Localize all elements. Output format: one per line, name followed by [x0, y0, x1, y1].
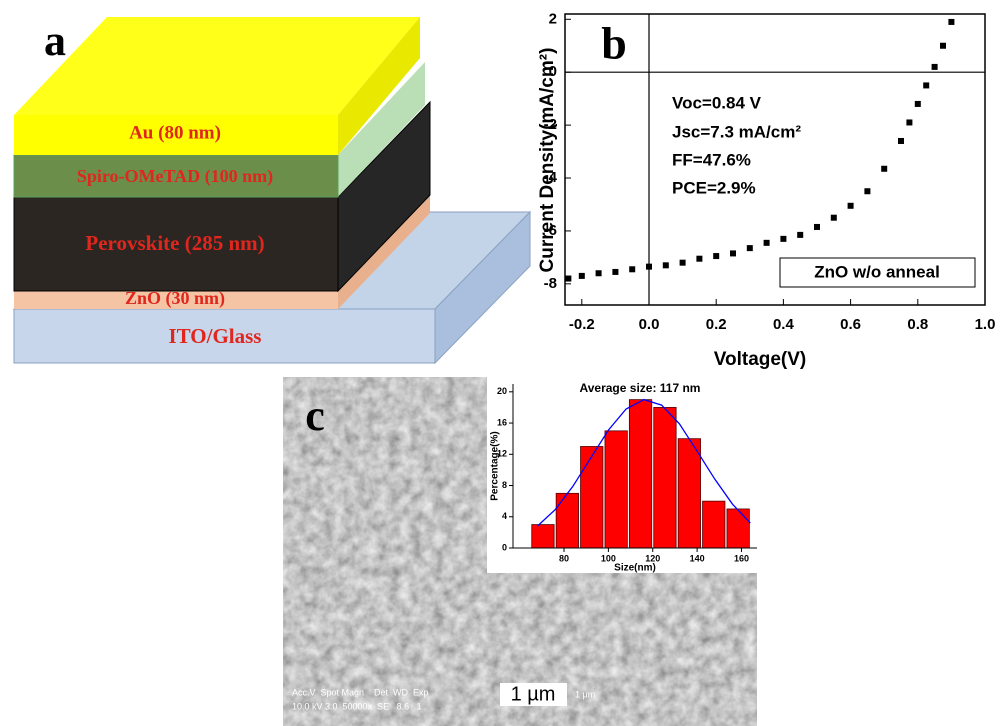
y-tick-label: 8 [502, 480, 507, 490]
layer-label: Spiro-OMeTAD (100 nm) [77, 166, 273, 187]
bar [678, 439, 700, 548]
data-point [915, 101, 921, 107]
data-point [864, 188, 870, 194]
data-point [848, 203, 854, 209]
sem-info: Acc.V Spot Magn Det WD Exp [292, 687, 429, 697]
annotation: Jsc=7.3 mA/cm² [672, 122, 801, 141]
figure: a Au (80 nm) Spiro-OMeTAD (100 nm) Perov… [0, 0, 1000, 726]
panel-label: b [601, 18, 627, 69]
data-point [940, 43, 946, 49]
bar [605, 431, 627, 548]
bar [581, 446, 603, 548]
panel-label: a [44, 16, 66, 65]
y-axis-label: Current Density(mA/cm²) [537, 48, 558, 273]
bar [727, 509, 749, 548]
sem-image: c Acc.V Spot Magn Det WD Exp 10.0 kV 3.0… [283, 377, 757, 726]
y-tick-label: -8 [544, 275, 557, 292]
data-point [579, 273, 585, 279]
data-point [713, 253, 719, 259]
data-point [596, 270, 602, 276]
data-point [831, 215, 837, 221]
data-point [780, 236, 786, 242]
sem-info: 10.0 kV 3.0 50000x SE 8.6 1 [292, 701, 422, 711]
device-diagram: a Au (80 nm) Spiro-OMeTAD (100 nm) Perov… [14, 16, 530, 363]
y-tick-label: 20 [497, 386, 507, 396]
y-tick-label: 2 [549, 10, 557, 27]
data-point [629, 266, 635, 272]
bar [629, 400, 651, 548]
annotation: Voc=0.84 V [672, 93, 762, 112]
data-point [932, 64, 938, 70]
y-tick-label: 0 [502, 542, 507, 552]
chart-title: Average size: 117 nm [580, 381, 701, 395]
bar [654, 407, 676, 548]
x-axis-label: Voltage(V) [714, 349, 807, 370]
bar [532, 525, 554, 548]
data-point [612, 269, 618, 275]
data-point [923, 82, 929, 88]
x-tick-label: 80 [559, 553, 569, 563]
scale-small-label: 1 µm [575, 689, 595, 699]
data-point [881, 166, 887, 172]
y-axis-label: Percentage(%) [490, 431, 501, 500]
y-tick-label: 4 [502, 511, 507, 521]
data-point [797, 232, 803, 238]
panel-label: c [305, 391, 325, 440]
x-tick-label: 0.2 [706, 316, 727, 333]
x-tick-label: -0.2 [569, 316, 595, 333]
data-point [565, 276, 571, 282]
x-tick-label: 0.4 [773, 316, 795, 333]
scale-bar-label: 1 µm [511, 683, 556, 705]
data-point [906, 119, 912, 125]
x-tick-label: 0.6 [840, 316, 861, 333]
data-point [948, 19, 954, 25]
data-point [898, 138, 904, 144]
data-point [764, 240, 770, 246]
x-axis-label: Size(nm) [614, 563, 656, 574]
x-tick-label: 160 [734, 553, 749, 563]
legend-label: ZnO w/o anneal [814, 262, 940, 281]
layer-label: Perovskite (285 nm) [85, 231, 264, 255]
data-point [730, 250, 736, 256]
x-tick-label: 1.0 [975, 316, 996, 333]
bar [556, 493, 578, 548]
layer-label: ZnO (30 nm) [125, 288, 225, 309]
data-point [646, 264, 652, 270]
x-tick-label: 0.8 [907, 316, 928, 333]
data-point [814, 224, 820, 230]
data-point [680, 260, 686, 266]
layer-label: ITO/Glass [169, 324, 262, 348]
layer-label: Au (80 nm) [129, 122, 221, 143]
y-tick-label: 16 [497, 417, 507, 427]
x-tick-label: 140 [690, 553, 705, 563]
bar [703, 501, 725, 548]
x-tick-label: 0.0 [639, 316, 660, 333]
data-point [663, 262, 669, 268]
data-point [747, 245, 753, 251]
data-point [696, 256, 702, 262]
annotation: PCE=2.9% [672, 178, 756, 197]
annotation: FF=47.6% [672, 150, 751, 169]
